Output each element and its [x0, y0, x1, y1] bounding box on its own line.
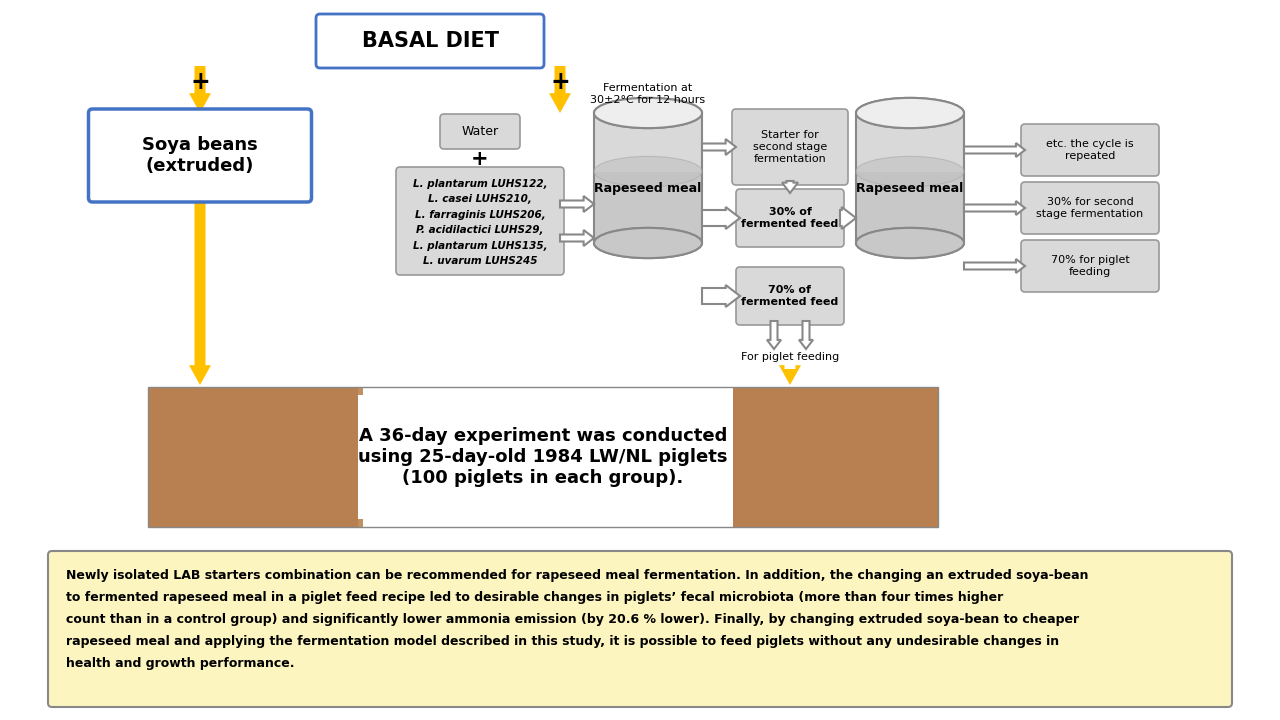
Text: For piglet feeding: For piglet feeding [741, 352, 840, 362]
Text: Water: Water [461, 125, 499, 138]
Bar [856, 171, 964, 243]
Polygon shape [799, 321, 813, 349]
Text: L. plantarum LUHS122,: L. plantarum LUHS122, [412, 179, 548, 189]
FancyBboxPatch shape [732, 109, 849, 185]
FancyBboxPatch shape [1021, 182, 1158, 234]
Text: Fermentation at
30±2°C for 12 hours: Fermentation at 30±2°C for 12 hours [590, 84, 705, 105]
Text: Rapeseed meal: Rapeseed meal [856, 182, 964, 195]
Polygon shape [840, 207, 856, 229]
Polygon shape [701, 285, 740, 307]
FancyBboxPatch shape [49, 551, 1231, 707]
Bar [148, 387, 938, 527]
Polygon shape [780, 365, 801, 385]
Text: +: + [550, 70, 570, 94]
Polygon shape [561, 230, 594, 246]
Bar [733, 387, 938, 527]
Polygon shape [189, 66, 211, 113]
Polygon shape [964, 201, 1025, 215]
FancyBboxPatch shape [440, 114, 520, 149]
FancyBboxPatch shape [88, 109, 311, 202]
Polygon shape [549, 66, 571, 113]
Bar [594, 113, 701, 243]
Ellipse shape [594, 156, 701, 186]
Bar [856, 113, 964, 243]
Text: Rapeseed meal: Rapeseed meal [594, 182, 701, 195]
Text: L. casei LUHS210,: L. casei LUHS210, [428, 194, 532, 204]
Polygon shape [964, 259, 1025, 273]
Ellipse shape [594, 228, 701, 258]
Polygon shape [701, 139, 736, 155]
Polygon shape [964, 143, 1025, 157]
Ellipse shape [856, 98, 964, 128]
Text: rapeseed meal and applying the fermentation model described in this study, it is: rapeseed meal and applying the fermentat… [67, 635, 1059, 648]
Bar [148, 387, 364, 527]
Text: Newly isolated LAB starters combination can be recommended for rapeseed meal fer: Newly isolated LAB starters combination … [67, 569, 1088, 582]
FancyBboxPatch shape [736, 267, 844, 325]
Text: L. farraginis LUHS206,: L. farraginis LUHS206, [415, 210, 545, 220]
Text: health and growth performance.: health and growth performance. [67, 657, 294, 670]
FancyBboxPatch shape [316, 14, 544, 68]
Text: to fermented rapeseed meal in a piglet feed recipe led to desirable changes in p: to fermented rapeseed meal in a piglet f… [67, 591, 1007, 604]
Bar [594, 171, 701, 243]
Text: +: + [191, 70, 210, 94]
Bar [148, 387, 358, 527]
Polygon shape [767, 321, 781, 349]
Text: +: + [471, 149, 489, 169]
Ellipse shape [594, 228, 701, 258]
Ellipse shape [856, 228, 964, 258]
FancyBboxPatch shape [396, 167, 564, 275]
Text: etc. the cycle is
repeated: etc. the cycle is repeated [1046, 139, 1134, 161]
Bar [358, 395, 728, 519]
Polygon shape [189, 200, 211, 385]
Ellipse shape [856, 156, 964, 186]
Polygon shape [701, 207, 740, 229]
Polygon shape [561, 196, 594, 212]
Text: 70% of
fermented feed: 70% of fermented feed [741, 285, 838, 307]
Text: 30% for second
stage fermentation: 30% for second stage fermentation [1037, 197, 1143, 219]
Ellipse shape [856, 228, 964, 258]
Text: L. uvarum LUHS245: L. uvarum LUHS245 [422, 256, 538, 266]
FancyBboxPatch shape [1021, 124, 1158, 176]
Text: Starter for
second stage
fermentation: Starter for second stage fermentation [753, 130, 827, 163]
FancyBboxPatch shape [1021, 240, 1158, 292]
Text: P. acidilactici LUHS29,: P. acidilactici LUHS29, [416, 225, 544, 235]
Bar [733, 387, 938, 527]
Text: Soya beans
(extruded): Soya beans (extruded) [142, 136, 257, 175]
Text: 30% of
fermented feed: 30% of fermented feed [741, 207, 838, 229]
Polygon shape [782, 181, 797, 193]
Text: 70% for piglet
feeding: 70% for piglet feeding [1051, 255, 1129, 276]
Text: A 36-day experiment was conducted
using 25-day-old 1984 LW/NL piglets
(100 pigle: A 36-day experiment was conducted using … [358, 427, 728, 487]
Ellipse shape [594, 98, 701, 128]
FancyBboxPatch shape [736, 189, 844, 247]
Text: BASAL DIET: BASAL DIET [361, 31, 498, 51]
Text: L. plantarum LUHS135,: L. plantarum LUHS135, [412, 240, 548, 251]
Ellipse shape [594, 98, 701, 128]
Ellipse shape [856, 98, 964, 128]
Text: count than in a control group) and significantly lower ammonia emission (by 20.6: count than in a control group) and signi… [67, 613, 1079, 626]
